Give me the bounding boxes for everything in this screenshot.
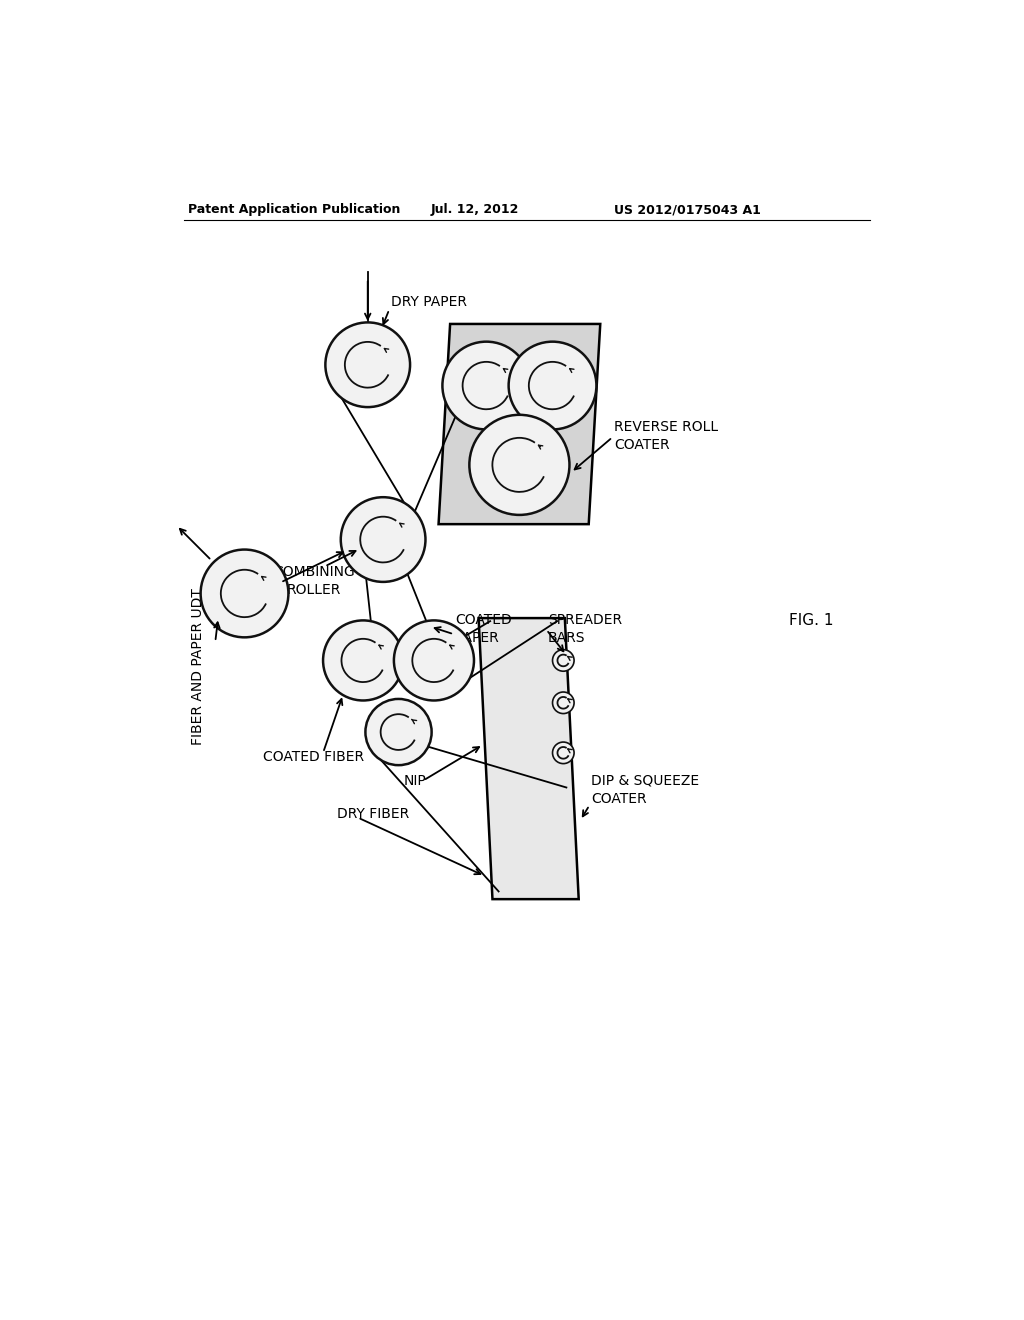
Text: COATED FIBER: COATED FIBER [263, 750, 365, 764]
Polygon shape [478, 618, 579, 899]
Circle shape [326, 322, 410, 407]
Polygon shape [438, 323, 600, 524]
Circle shape [469, 414, 569, 515]
Circle shape [394, 620, 474, 701]
Circle shape [323, 620, 403, 701]
Text: REVERSE ROLL
COATER: REVERSE ROLL COATER [614, 420, 718, 451]
Text: COMBINING
ROLLER: COMBINING ROLLER [273, 565, 354, 597]
Text: US 2012/0175043 A1: US 2012/0175043 A1 [614, 203, 761, 216]
Circle shape [553, 692, 574, 714]
Text: NIP: NIP [403, 775, 427, 788]
Text: Patent Application Publication: Patent Application Publication [188, 203, 400, 216]
Text: DIP & SQUEEZE
COATER: DIP & SQUEEZE COATER [591, 774, 699, 805]
Circle shape [553, 742, 574, 763]
Text: Jul. 12, 2012: Jul. 12, 2012 [431, 203, 519, 216]
Text: SPREADER
BARS: SPREADER BARS [548, 612, 622, 644]
Text: FIG. 1: FIG. 1 [788, 612, 834, 628]
Text: DRY PAPER: DRY PAPER [391, 296, 467, 309]
Circle shape [442, 342, 530, 429]
Text: FIBER AND PAPER UDT: FIBER AND PAPER UDT [191, 589, 206, 744]
Text: COATED
PAPER: COATED PAPER [456, 612, 512, 644]
Text: DRY FIBER: DRY FIBER [337, 807, 410, 821]
Circle shape [509, 342, 596, 429]
Circle shape [553, 649, 574, 671]
Circle shape [201, 549, 289, 638]
Circle shape [366, 700, 432, 766]
Circle shape [341, 498, 425, 582]
